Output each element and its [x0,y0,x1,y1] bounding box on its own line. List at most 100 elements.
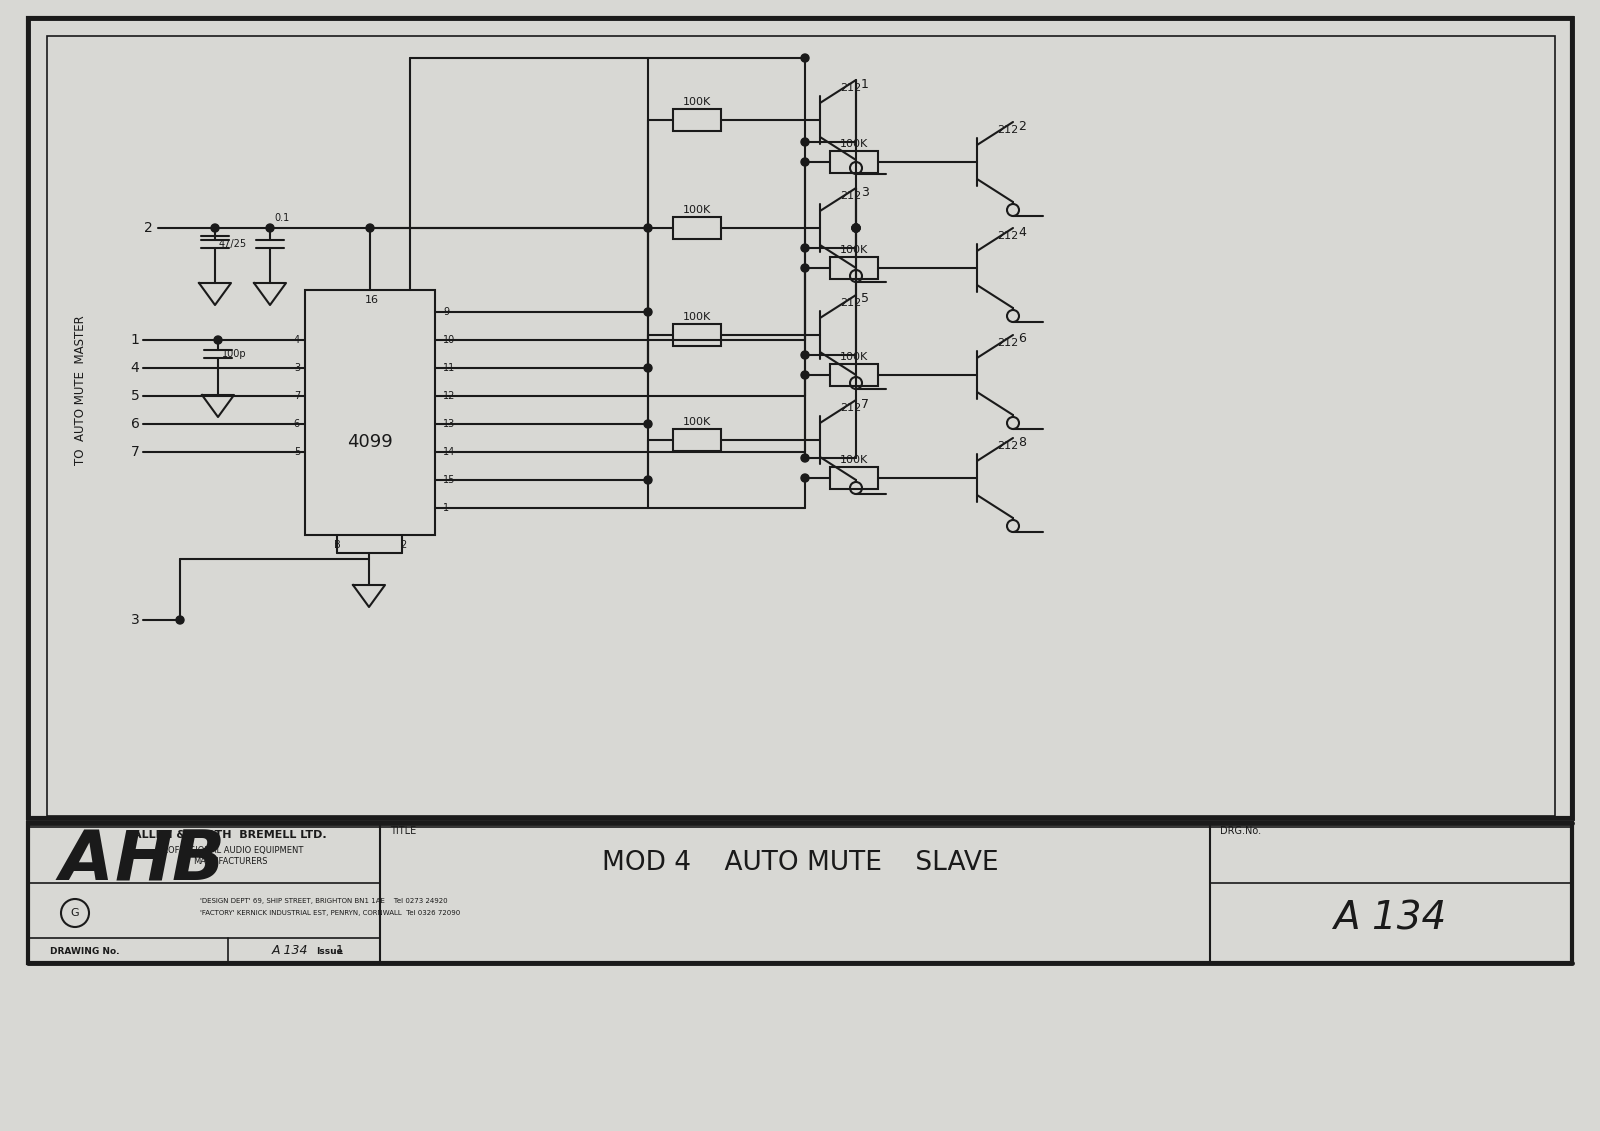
Text: MOD 4    AUTO MUTE    SLAVE: MOD 4 AUTO MUTE SLAVE [602,851,998,877]
Bar [46,36,1555,815]
Text: H: H [115,828,173,895]
Text: 'DESIGN DEPT' 69, SHIP STREET, BRIGHTON BN1 1AE    Tel 0273 24920: 'DESIGN DEPT' 69, SHIP STREET, BRIGHTON … [200,898,448,904]
Circle shape [802,371,810,379]
Text: A: A [61,828,114,895]
Circle shape [214,336,222,344]
Text: 212: 212 [840,83,861,93]
Bar [29,18,1571,818]
Bar [830,257,878,279]
Text: A 134: A 134 [272,944,309,958]
Text: 100K: 100K [683,205,710,215]
Circle shape [802,264,810,271]
Text: 'FACTORY' KERNICK INDUSTRIAL EST, PENRYN, CORNWALL  Tel 0326 72090: 'FACTORY' KERNICK INDUSTRIAL EST, PENRYN… [200,910,461,916]
Text: 9: 9 [443,307,450,317]
Text: 12: 12 [443,391,456,402]
Circle shape [851,224,861,232]
Circle shape [802,454,810,461]
Text: 100K: 100K [683,312,710,322]
Circle shape [851,224,861,232]
Circle shape [643,308,653,316]
Text: 212: 212 [840,297,861,308]
Text: 5: 5 [131,389,139,403]
Text: 1: 1 [131,333,139,347]
Circle shape [802,474,810,482]
Text: ALLEN & HEATH  BREMELL LTD.: ALLEN & HEATH BREMELL LTD. [133,830,326,840]
Circle shape [851,224,861,232]
Circle shape [851,224,861,232]
Bar [674,429,722,451]
Text: 15: 15 [443,475,456,485]
Bar [830,364,878,386]
Text: Issue: Issue [317,947,342,956]
Text: 4099: 4099 [347,433,394,451]
Text: 6: 6 [294,418,301,429]
Text: 7: 7 [131,444,139,459]
Text: 212: 212 [997,338,1018,348]
Text: 16: 16 [365,295,379,305]
Text: 2: 2 [144,221,152,235]
Circle shape [643,476,653,484]
Bar [674,109,722,131]
Circle shape [643,420,653,428]
Circle shape [176,616,184,624]
Text: 5: 5 [861,293,869,305]
Text: MANUFACTURERS: MANUFACTURERS [192,857,267,866]
Text: 3: 3 [861,185,869,199]
Text: 100K: 100K [840,139,869,149]
Text: G: G [70,908,80,918]
Text: 1: 1 [443,503,450,513]
Text: 212: 212 [840,191,861,201]
Circle shape [802,244,810,252]
Text: 13: 13 [443,418,456,429]
Text: 212: 212 [997,441,1018,451]
Text: 11: 11 [443,363,456,373]
Text: 100K: 100K [840,352,869,362]
Text: 212: 212 [840,403,861,413]
Bar [306,290,435,535]
Text: TITLE: TITLE [390,826,416,836]
Text: 100K: 100K [683,417,710,428]
Text: 1: 1 [336,944,344,958]
Text: 1: 1 [861,78,869,90]
Bar [830,467,878,489]
Text: 47/25: 47/25 [219,239,246,249]
Bar [674,217,722,239]
Circle shape [266,224,274,232]
Text: 8: 8 [1018,435,1026,449]
Circle shape [366,224,374,232]
Text: 3: 3 [294,363,301,373]
Text: 2: 2 [400,539,406,550]
Text: B: B [334,539,341,550]
Text: 6: 6 [131,417,139,431]
Text: 4: 4 [1018,225,1026,239]
Circle shape [802,138,810,146]
Text: 6: 6 [1018,333,1026,345]
Text: 5: 5 [294,447,301,457]
Text: DRAWING No.: DRAWING No. [50,947,120,956]
Text: 4: 4 [131,361,139,375]
Bar [674,323,722,346]
Bar [29,823,1571,962]
Circle shape [802,158,810,166]
Text: 100K: 100K [683,97,710,107]
Circle shape [802,351,810,359]
Text: DRG.No.: DRG.No. [1221,826,1261,836]
Text: 10: 10 [443,335,456,345]
Circle shape [802,54,810,62]
Text: 4: 4 [294,335,301,345]
Text: 212: 212 [997,231,1018,241]
Text: TO  AUTO MUTE  MASTER: TO AUTO MUTE MASTER [74,316,86,465]
Circle shape [211,224,219,232]
Bar [29,18,1571,818]
Text: 7: 7 [861,397,869,411]
Text: 100K: 100K [840,245,869,254]
Text: 100K: 100K [840,455,869,465]
Text: 0.1: 0.1 [274,213,290,223]
Text: 100p: 100p [222,349,246,359]
Text: 7: 7 [294,391,301,402]
Circle shape [643,224,653,232]
Text: 2: 2 [1018,120,1026,132]
Circle shape [643,364,653,372]
Text: 212: 212 [997,126,1018,135]
Bar [29,18,1571,818]
